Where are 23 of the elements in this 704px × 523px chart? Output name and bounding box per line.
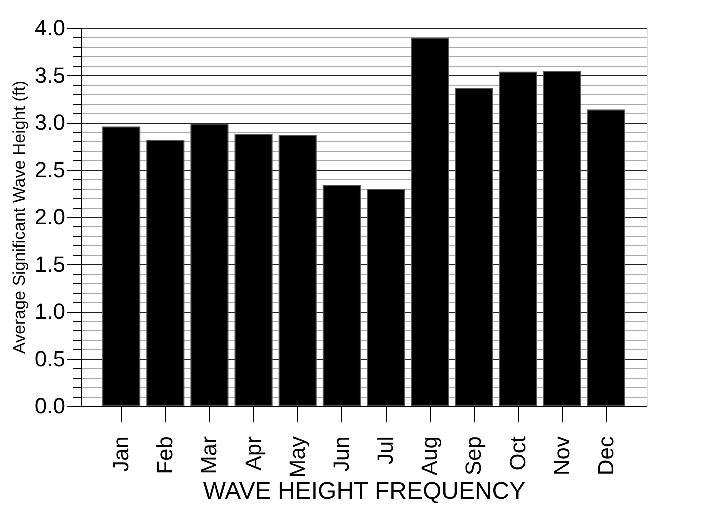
x-tick-label: May [284, 436, 310, 478]
x-tick-label: Sep [461, 436, 486, 476]
y-tick-label: 0.0 [34, 394, 66, 418]
x-tick-label: Oct [505, 436, 530, 471]
x-tick-label: Apr [240, 436, 266, 471]
x-tick-label: Dec [593, 436, 618, 476]
y-tick-label: 3.5 [34, 62, 66, 88]
y-tick-label: 4.0 [34, 16, 66, 40]
x-tick-label: Jun [328, 436, 354, 472]
x-tick-label: Aug [417, 436, 442, 476]
x-axis-title: WAVE HEIGHT FREQUENCY [203, 478, 526, 506]
y-tick-label: 0.5 [34, 346, 66, 372]
y-tick-label: 1.0 [34, 299, 66, 324]
x-tick-label: Jan [108, 436, 134, 472]
x-tick-label: Feb [152, 436, 178, 474]
y-tick-label: 2.5 [34, 157, 66, 182]
x-tick-label: Nov [549, 436, 574, 476]
y-tick-label: 1.5 [34, 252, 66, 277]
y-axis-title: Average Significant Wave Height (ft) [10, 80, 29, 354]
y-tick-label: 2.0 [34, 204, 66, 230]
x-tick-label: Mar [196, 436, 222, 474]
y-tick-label: 3.0 [34, 110, 66, 135]
x-tick-label: Jul [373, 436, 398, 465]
